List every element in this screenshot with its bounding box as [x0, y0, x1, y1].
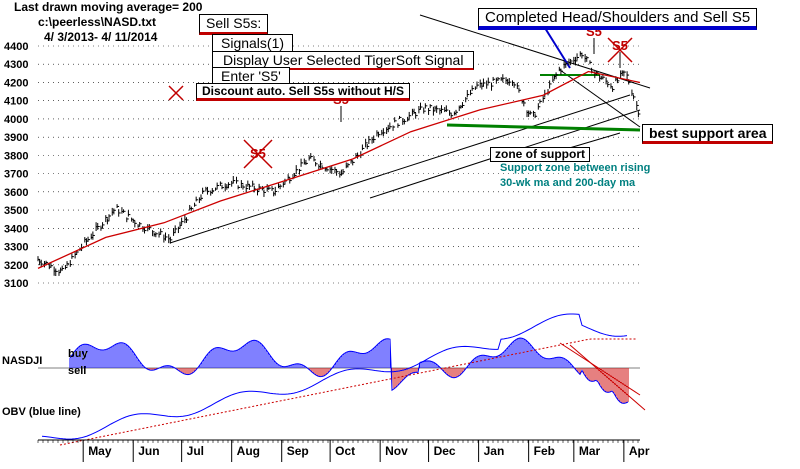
nasdji-indicator: [38, 313, 646, 446]
display-signal-button[interactable]: Display User Selected TigerSoft Signal: [212, 51, 475, 70]
y-axis-ticks: 3100 3200 3300 3400 3500 3600 3700 3800 3900 4000…: [4, 41, 28, 290]
cross-marker: [243, 139, 273, 169]
obv-line: [41, 313, 628, 440]
y-tick-label: 3600: [4, 187, 28, 199]
obv-ma-line: [59, 338, 636, 446]
ma-label: Last drawn moving average= 200: [14, 0, 203, 14]
x-axis: May Jun Jul Aug Sep Oct Nov Dec Jan Feb Mar Apr: [37, 439, 650, 462]
x-tick-label: Nov: [385, 444, 408, 458]
support-note-1: Support zone between rising: [500, 162, 651, 174]
obv-label: OBV (blue line): [2, 406, 81, 418]
enter-s5-button[interactable]: Enter 'S5': [212, 67, 290, 86]
y-tick-label: 3700: [4, 169, 28, 181]
ma-line: [37, 70, 641, 269]
y-tick-label: 3400: [4, 223, 28, 235]
y-tick-label: 3200: [4, 260, 28, 272]
best-support-label: best support area: [642, 124, 774, 144]
sell-label: sell: [68, 365, 87, 377]
y-tick-label: 4200: [4, 77, 28, 89]
zone-of-support-label: zone of support: [490, 147, 590, 162]
y-tick-label: 4000: [4, 114, 28, 126]
x-tick-label: Jul: [187, 444, 204, 458]
x-tick-label: Mar: [579, 444, 601, 458]
zone-pointer: [565, 132, 621, 150]
date-range: 4/ 3/2013- 4/ 11/2014: [44, 30, 158, 44]
sell-s5s-button[interactable]: Sell S5s:: [199, 14, 269, 35]
file-label: c:\peerless\NASD.txt: [38, 15, 157, 29]
y-tick-label: 4100: [4, 96, 28, 108]
x-tick-label: Feb: [534, 444, 555, 458]
y-tick-label: 3900: [4, 132, 28, 144]
y-tick-label: 3300: [4, 242, 28, 254]
support-line: [446, 123, 641, 132]
nasdji-label: NASDJI: [2, 355, 43, 367]
support-note-2: 30-wk ma and 200-day ma: [500, 177, 636, 189]
cross-marker: [607, 37, 633, 63]
y-tick-label: 3800: [4, 150, 28, 162]
indicator-downtrend-2: [569, 344, 646, 411]
moving-average-line: [37, 70, 641, 269]
x-tick-label: Dec: [434, 444, 456, 458]
discount-s5-button[interactable]: Discount auto. Sell S5s without H/S: [196, 83, 411, 101]
indicator-downtrend: [559, 342, 641, 396]
rising-trendline: [169, 94, 631, 244]
y-tick-label: 3100: [4, 278, 28, 290]
x-tick-label: Aug: [237, 444, 260, 458]
completed-hs-label: Completed Head/Shoulders and Sell S5: [478, 8, 758, 30]
x-tick-label: Apr: [629, 444, 650, 458]
cross-marker: [168, 85, 184, 101]
y-tick-label: 4400: [4, 41, 28, 53]
buy-label: buy: [68, 348, 88, 360]
x-tick-label: Jan: [484, 444, 505, 458]
y-tick-label: 3500: [4, 205, 28, 217]
s5-marker: S5: [612, 38, 628, 53]
x-tick-label: May: [88, 444, 112, 458]
hs-pointer: [544, 27, 571, 69]
x-tick-label: Jun: [138, 444, 159, 458]
x-tick-label: Sep: [287, 444, 309, 458]
x-tick-label: Oct: [335, 444, 355, 458]
y-tick-label: 4300: [4, 59, 28, 71]
